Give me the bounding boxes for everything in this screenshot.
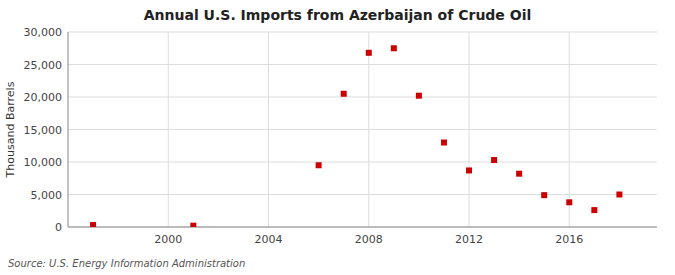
tick-label: 25,000 <box>24 59 63 72</box>
point <box>466 167 472 173</box>
tick-label: 0 <box>55 221 62 234</box>
title: Annual U.S. Imports from Azerbaijan of C… <box>144 7 532 23</box>
grid-line <box>168 32 169 227</box>
tick-label: 20,000 <box>24 91 63 104</box>
point <box>491 157 497 163</box>
grid-line <box>68 64 657 65</box>
tick-label: 15,000 <box>24 124 63 137</box>
point <box>366 50 372 56</box>
chart: Annual U.S. Imports from Azerbaijan of C… <box>0 0 675 275</box>
annotation: Source: U.S. Energy Information Administ… <box>8 258 245 269</box>
tick-label: 30,000 <box>24 26 63 39</box>
grid-line <box>268 32 269 227</box>
grid-line <box>569 32 570 227</box>
grid-line <box>68 32 657 33</box>
point <box>416 93 422 99</box>
grid-line <box>469 32 470 227</box>
point <box>616 192 622 198</box>
point <box>591 207 597 213</box>
grid-line <box>68 194 657 195</box>
point <box>316 162 322 168</box>
tick-label: 2012 <box>455 233 483 246</box>
point <box>566 199 572 205</box>
grid-line <box>368 32 369 227</box>
tick-label: 2000 <box>154 233 182 246</box>
grid-line <box>68 97 657 98</box>
grid-line <box>68 129 657 130</box>
axes: 0 5,000 10,000 15,000 20,000 25,000 30,000 2000… <box>24 26 658 246</box>
x-axis-line <box>68 227 657 228</box>
grid <box>68 32 657 227</box>
point <box>341 91 347 97</box>
tick-label: 2008 <box>355 233 383 246</box>
tick-label: 2004 <box>255 233 283 246</box>
point <box>541 192 547 198</box>
tick-label: 2016 <box>555 233 583 246</box>
tick-label: 10,000 <box>24 156 63 169</box>
tick-label: 5,000 <box>31 189 63 202</box>
point <box>516 171 522 177</box>
grid-line <box>68 162 657 163</box>
point <box>391 45 397 51</box>
y-axis-line <box>68 32 69 227</box>
point <box>441 140 447 146</box>
y-axis-label: Thousand Barrels <box>4 81 17 178</box>
point <box>190 223 196 227</box>
point <box>90 222 96 227</box>
points <box>90 45 622 227</box>
grid-line <box>68 227 657 228</box>
